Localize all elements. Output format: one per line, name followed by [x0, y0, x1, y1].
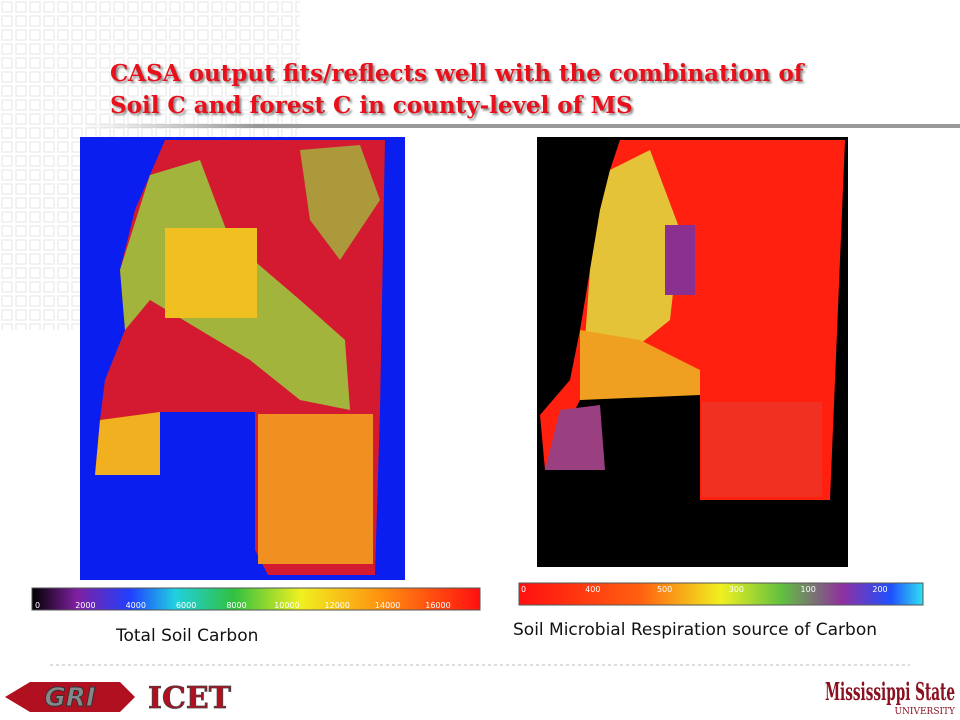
- map-region: [258, 414, 373, 564]
- map-region: [702, 402, 822, 497]
- colorbar-label: 4000: [126, 601, 146, 610]
- logo-msu-sub: UNIVERSITY: [894, 707, 956, 717]
- right-colorbar: [518, 582, 924, 606]
- colorbar-label: 16000: [425, 601, 450, 610]
- map-region: [580, 330, 700, 400]
- logo-gri: GRI: [44, 683, 95, 713]
- colorbar-label: 300: [729, 585, 744, 594]
- logo-icet: ICET: [148, 681, 232, 716]
- left-colorbar: [31, 587, 481, 611]
- colorbar-label: 2000: [75, 601, 95, 610]
- colorbar-label: 500: [657, 585, 672, 594]
- logo-msu: Mississippi State: [825, 677, 955, 706]
- colorbar-label: 0: [35, 601, 40, 610]
- logo-shape: [5, 682, 135, 712]
- title-line: CASA output fits/reflects well with the …: [110, 60, 804, 87]
- map-region: [665, 225, 695, 295]
- colorbar-label: 6000: [176, 601, 196, 610]
- map-region: [165, 228, 257, 318]
- colorbar-label: 10000: [274, 601, 299, 610]
- colorbar-label: 400: [585, 585, 600, 594]
- title-line: Soil C and forest C in county-level of M…: [110, 92, 633, 119]
- title-rule: [80, 124, 960, 128]
- colorbar-label: 0: [521, 585, 526, 594]
- map-region: [95, 412, 160, 475]
- caption: Total Soil Carbon: [116, 626, 259, 646]
- map-region: [585, 150, 680, 360]
- colorbar-label: 100: [801, 585, 816, 594]
- colorbar-label: 14000: [375, 601, 400, 610]
- colorbar-label: 200: [872, 585, 887, 594]
- colorbar-label: 12000: [325, 601, 350, 610]
- title: CASA output fits/reflects well with the …: [110, 58, 950, 122]
- caption: Soil Microbial Respiration source of Car…: [513, 620, 877, 640]
- map-region: [545, 405, 605, 470]
- map-region: [300, 145, 380, 260]
- colorbar-label: 8000: [226, 601, 246, 610]
